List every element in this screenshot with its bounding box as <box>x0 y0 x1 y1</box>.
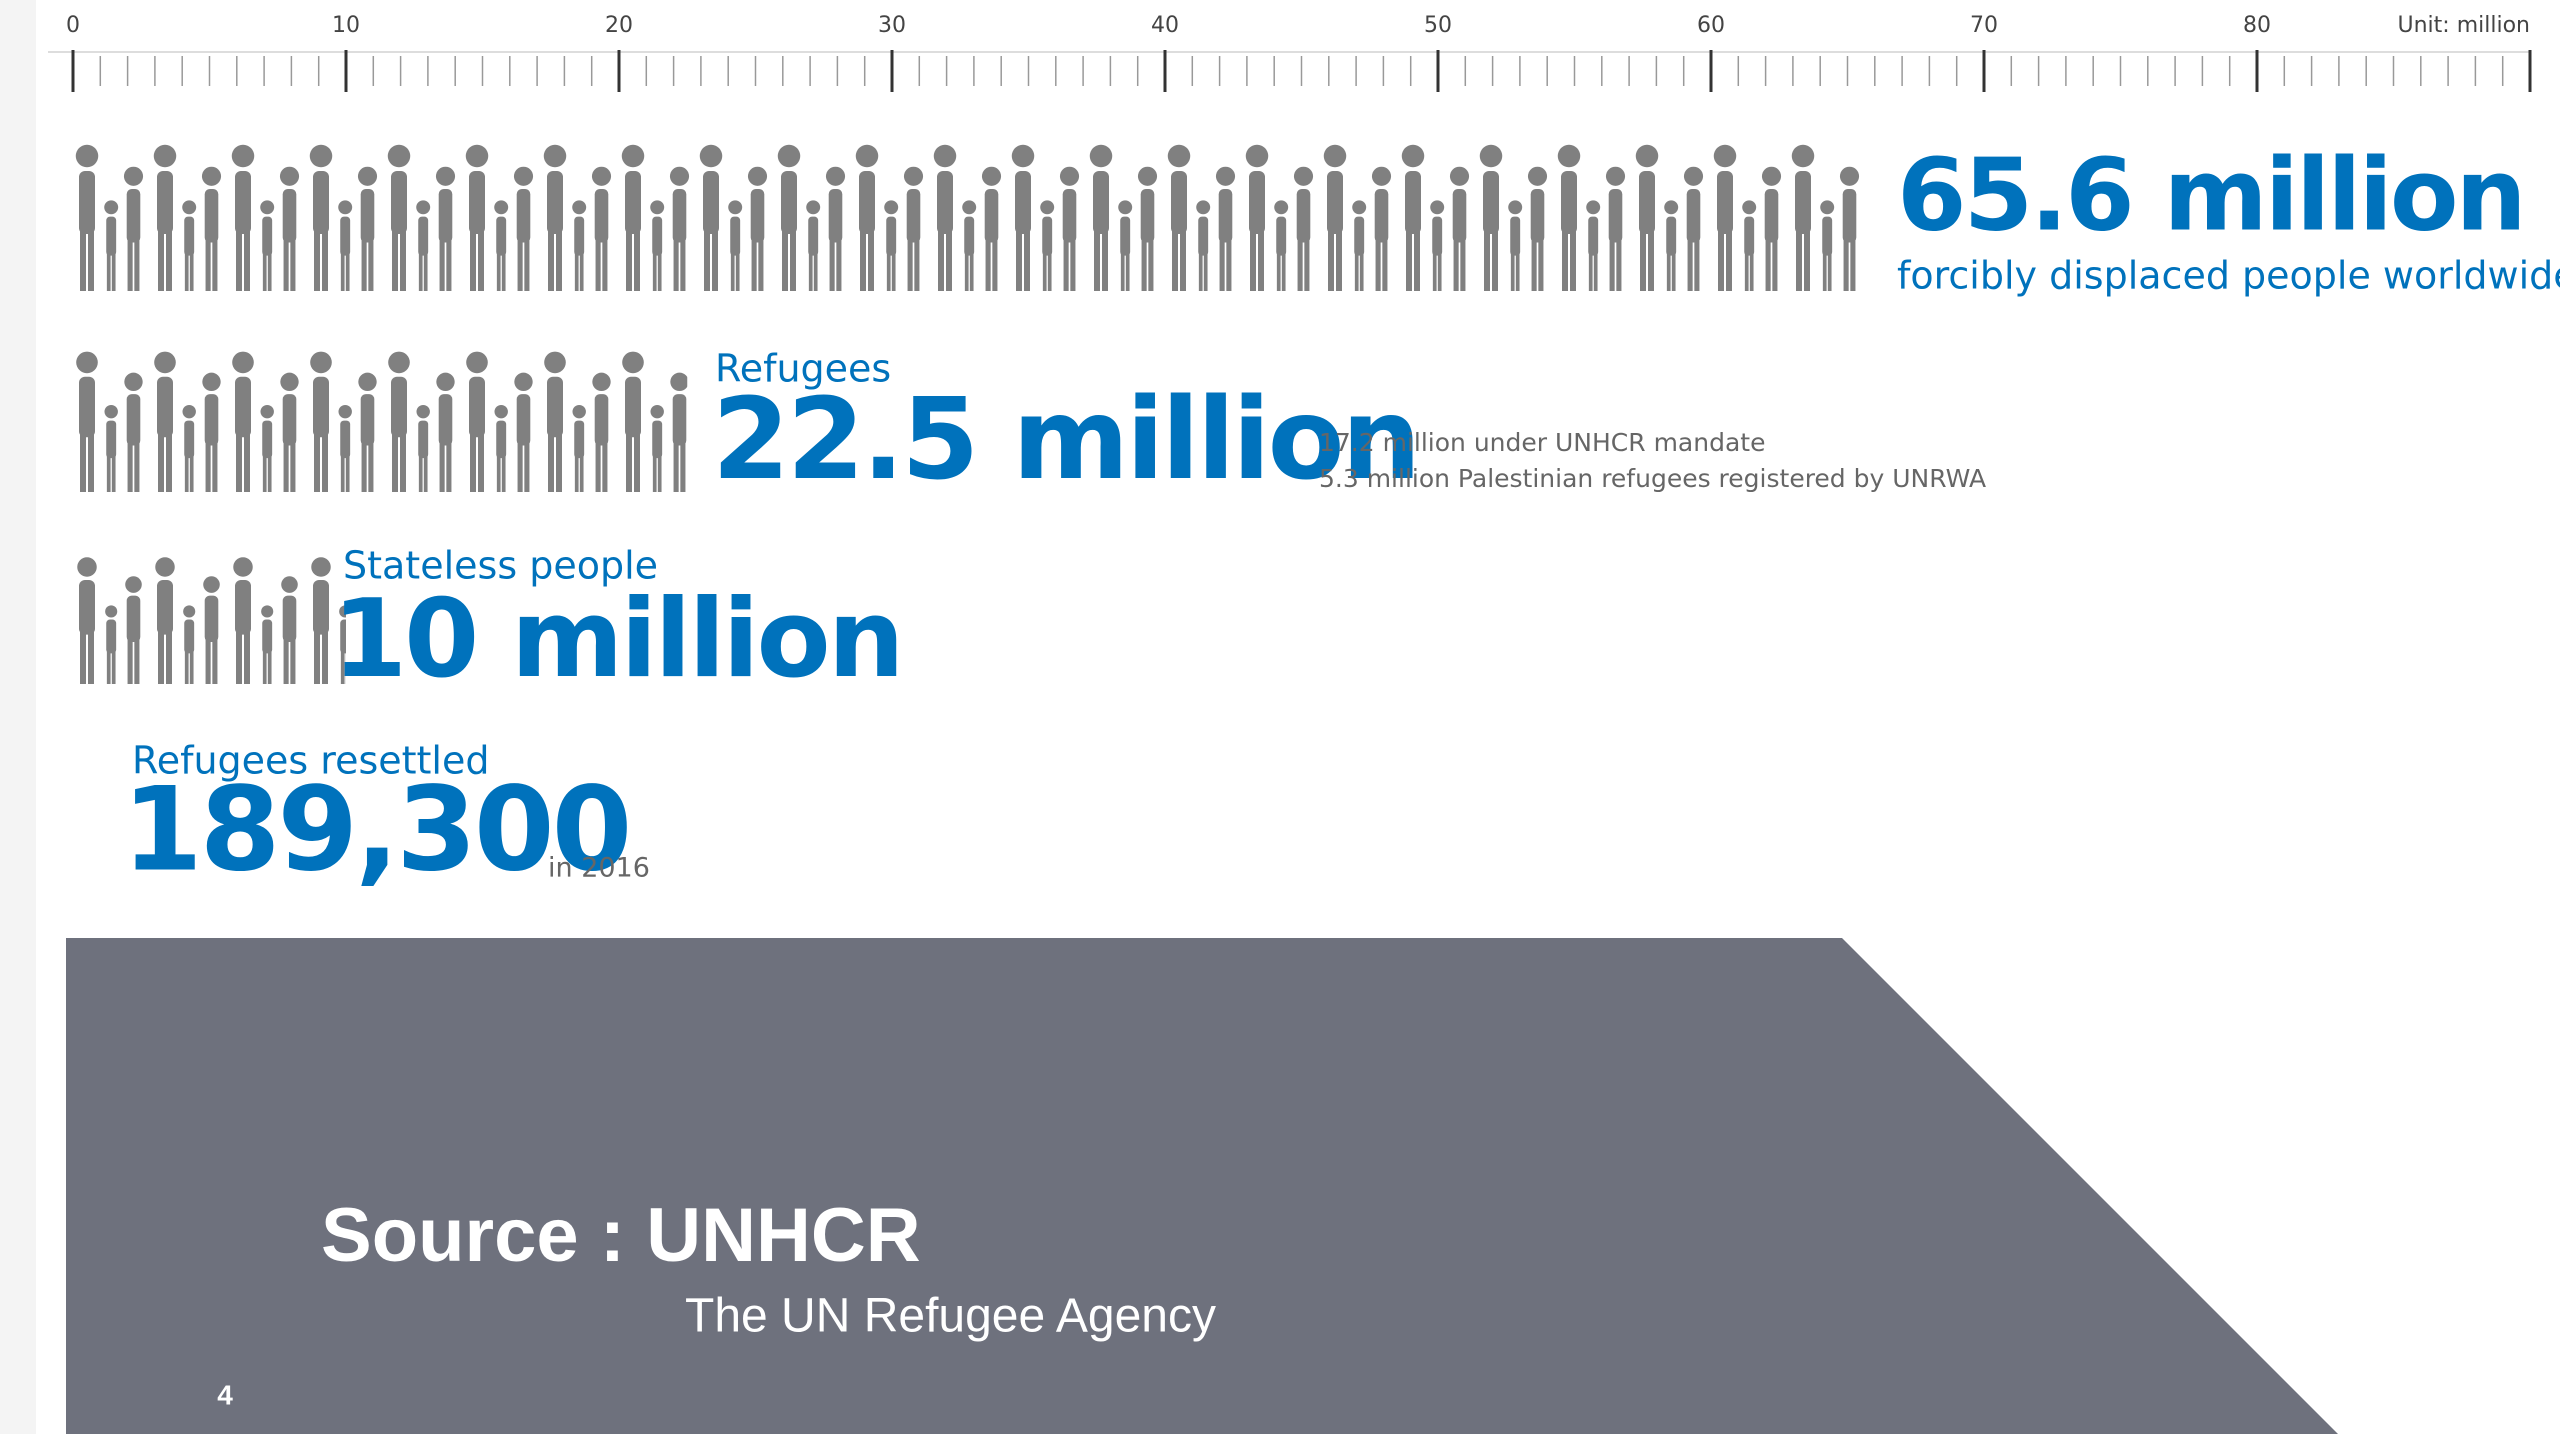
x-tick-label: 40 <box>1151 13 1179 38</box>
value-label: 189,300 <box>122 763 629 898</box>
x-tick-label: 30 <box>878 13 906 38</box>
x-tick-label: 0 <box>66 13 80 38</box>
x-tick-label: 60 <box>1697 13 1725 38</box>
pictogram-row <box>73 786 79 882</box>
annotation: in 2016 <box>548 853 650 884</box>
pictogram-row <box>73 141 1864 291</box>
x-tick-label: 70 <box>1970 13 1998 38</box>
left-margin <box>0 0 36 1434</box>
value-label: 10 million <box>332 577 902 702</box>
x-tick-label: 10 <box>332 13 360 38</box>
pictogram-row <box>73 348 688 492</box>
value-label: 65.6 million <box>1897 136 2524 253</box>
page-number: 4 <box>217 1379 233 1410</box>
value-label: 22.5 million <box>712 375 1418 505</box>
source: Source : UNHCR <box>321 1193 921 1278</box>
footer-panel <box>66 938 2338 1434</box>
category-label: Stateless people <box>343 544 658 588</box>
source-subtitle: The UN Refugee Agency <box>685 1290 1216 1343</box>
unit-label: Unit: million <box>2398 13 2530 38</box>
annotation: 5.3 million Palestinian refugees registe… <box>1319 464 1986 493</box>
x-tick-label: 80 <box>2243 13 2271 38</box>
category-label: Refugees resettled <box>132 739 490 783</box>
pictogram-row <box>73 554 346 684</box>
annotation: forcibly displaced people worldwide <box>1897 254 2560 298</box>
annotation: 17.2 million under UNHCR mandate <box>1319 428 1765 457</box>
x-tick-label: 50 <box>1424 13 1452 38</box>
x-tick-label: 20 <box>605 13 633 38</box>
category-label: Refugees <box>715 347 891 391</box>
